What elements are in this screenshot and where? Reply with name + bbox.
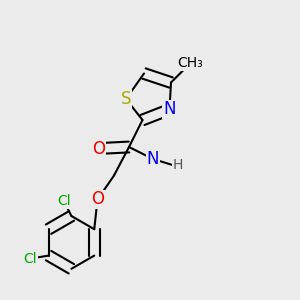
Text: Cl: Cl <box>57 194 71 208</box>
Text: N: N <box>147 150 159 168</box>
Text: S: S <box>121 90 131 108</box>
Text: O: O <box>92 140 106 158</box>
Text: N: N <box>163 100 176 118</box>
Text: CH₃: CH₃ <box>178 56 203 70</box>
Text: H: H <box>172 158 183 172</box>
Text: Cl: Cl <box>24 252 37 266</box>
Text: O: O <box>91 190 104 208</box>
